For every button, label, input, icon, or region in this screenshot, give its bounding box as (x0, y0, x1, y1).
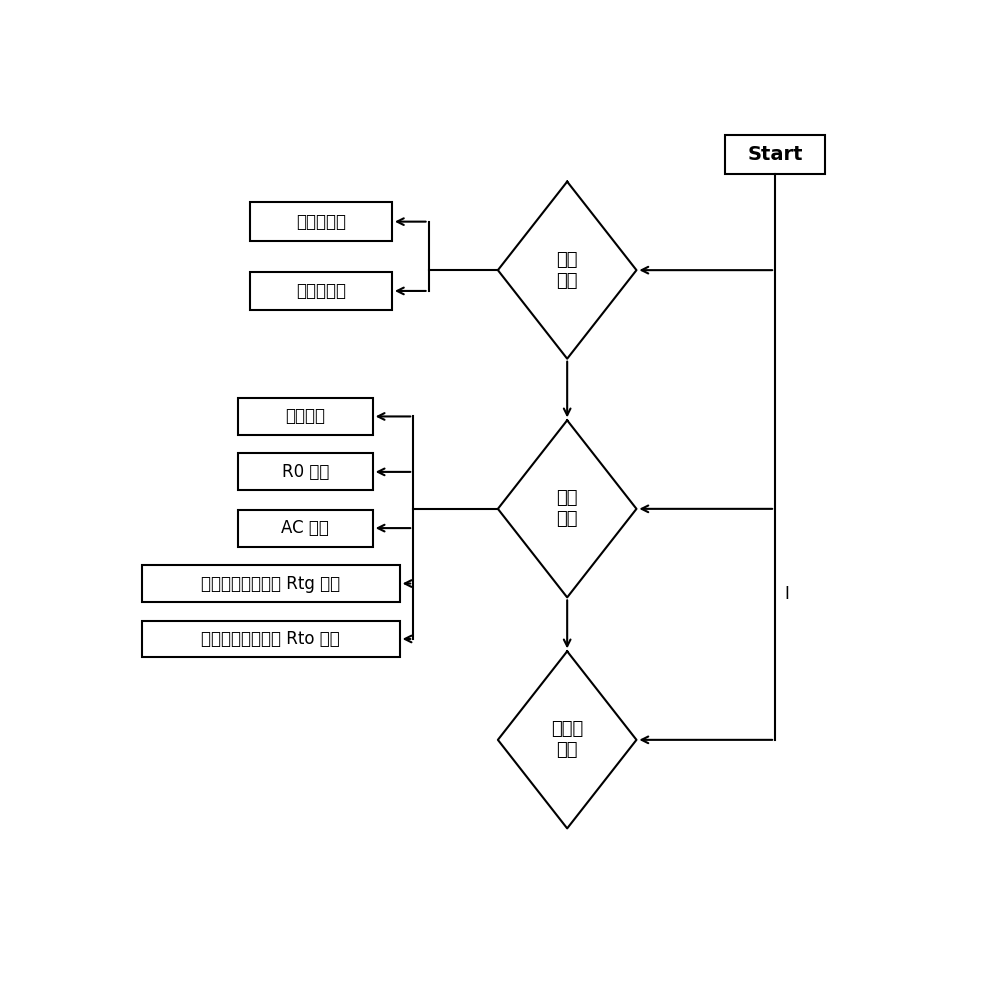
Text: R0 测量: R0 测量 (281, 463, 329, 481)
Bar (725, 135, 825, 174)
Text: Start: Start (747, 145, 803, 164)
Text: I: I (784, 585, 789, 603)
Bar (249, 272, 392, 310)
Text: 气驱水电阻增大率 Rtg 测量: 气驱水电阻增大率 Rtg 测量 (201, 575, 340, 593)
Text: 孔隙度检测: 孔隙度检测 (296, 282, 346, 300)
Text: 仪器
刻度: 仪器 刻度 (557, 251, 578, 290)
Text: 油驱水电阻增大率 Rto 测量: 油驱水电阻增大率 Rto 测量 (202, 630, 340, 648)
Bar (238, 453, 373, 490)
Text: 孔隙度刻度: 孔隙度刻度 (296, 213, 346, 231)
Text: AC 测量: AC 测量 (281, 519, 329, 537)
Bar (249, 202, 392, 241)
Text: 数据库
管理: 数据库 管理 (551, 720, 583, 759)
Text: 孔渗联测: 孔渗联测 (285, 407, 325, 425)
Bar (142, 565, 400, 602)
Text: 参数
测量: 参数 测量 (557, 489, 578, 528)
Bar (238, 510, 373, 547)
Bar (238, 398, 373, 435)
Bar (142, 620, 400, 657)
